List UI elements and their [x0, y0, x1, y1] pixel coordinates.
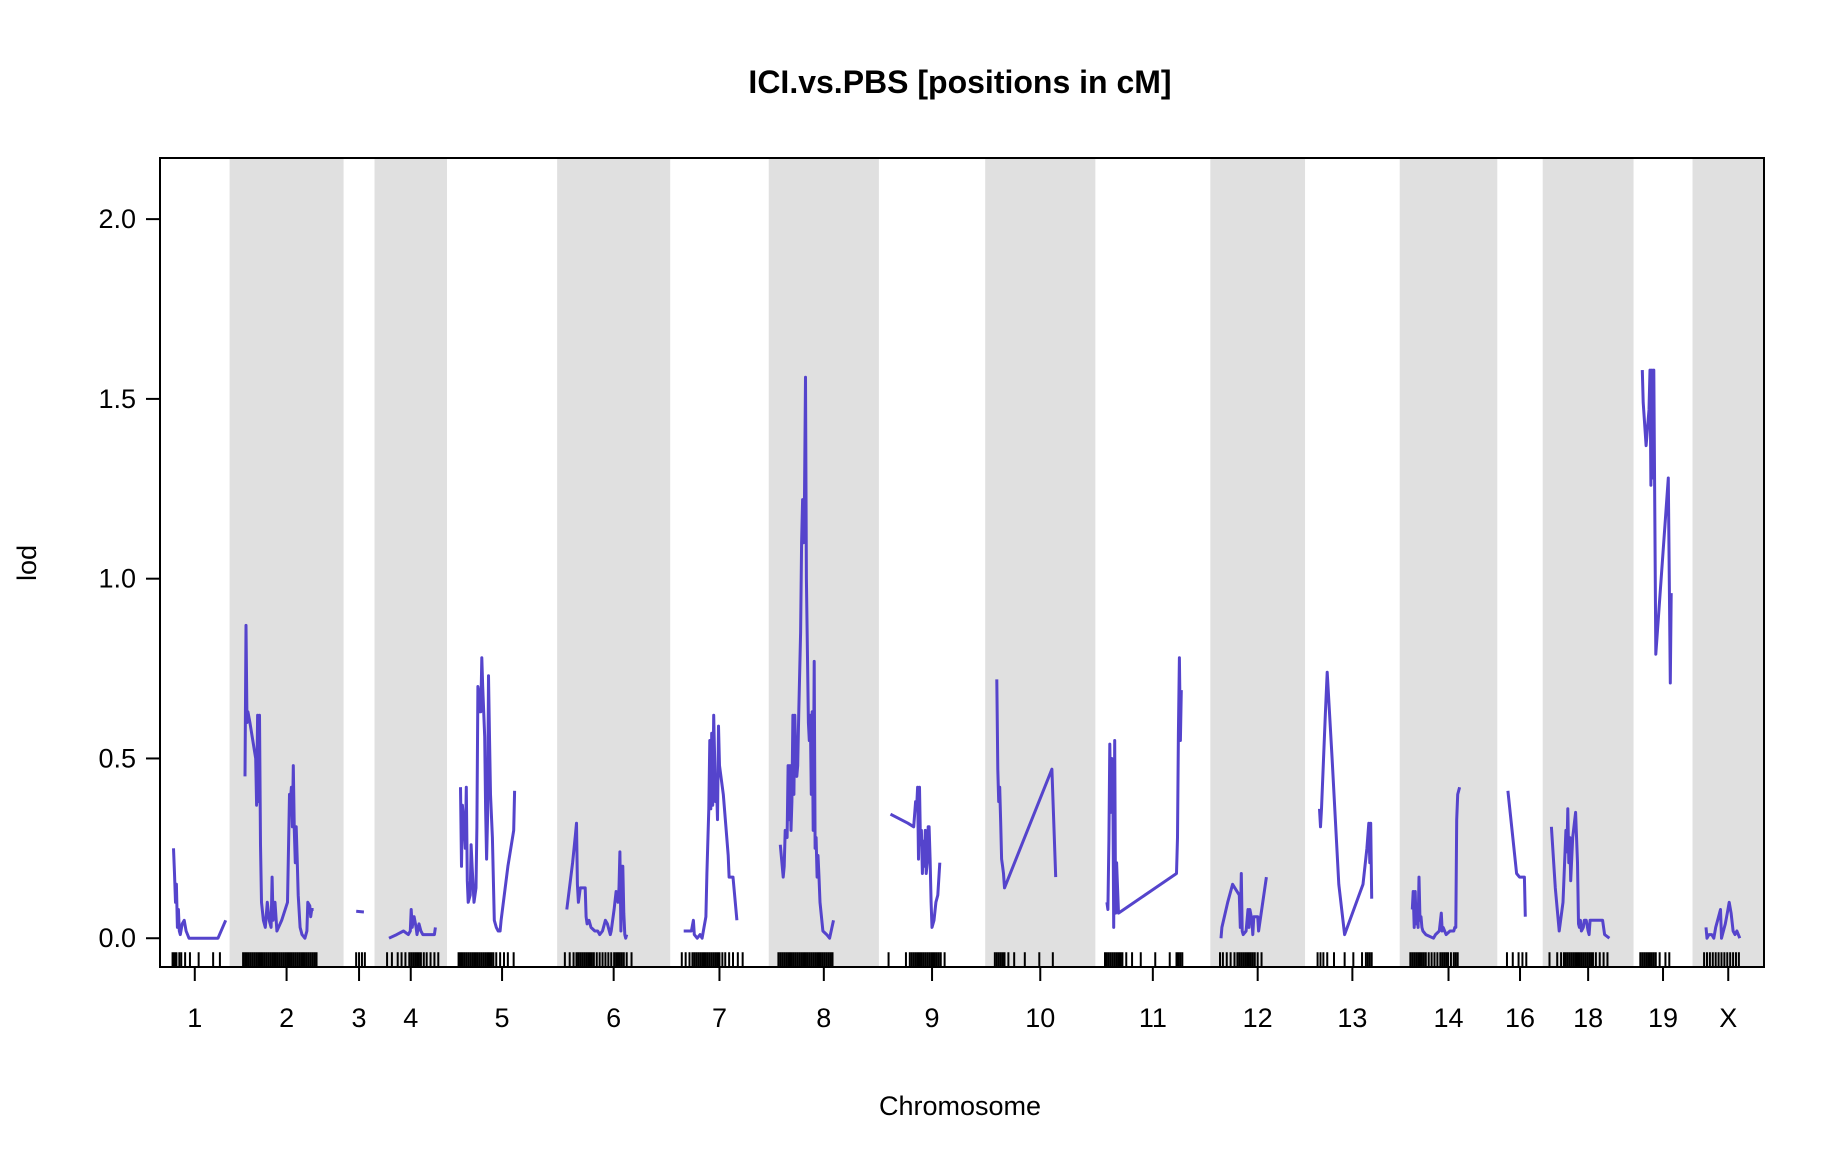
- lod-line-chr-7: [683, 713, 739, 940]
- lod-line-chr-8: [778, 375, 835, 940]
- band-chr-12: [1210, 158, 1306, 967]
- x-axis: 1 2 3 4 5 6 7 8 9 10 11 12 13 14 16 18 19 X: [187, 967, 1737, 1033]
- band-chr-4: [374, 158, 447, 967]
- band-chr-18: [1542, 158, 1634, 967]
- lod-line-chr-4: [388, 908, 437, 940]
- lod-line-chr-9: [889, 785, 942, 929]
- x-tick-label-chr-1: 1: [187, 1003, 202, 1033]
- y-axis-label: lod: [12, 545, 42, 581]
- x-tick-label-chr-2: 2: [279, 1003, 294, 1033]
- y-tick-label: 1.0: [98, 564, 136, 594]
- chart-title: ICI.vs.PBS [positions in cM]: [748, 64, 1171, 100]
- x-tick-label-chr-6: 6: [606, 1003, 621, 1033]
- lod-line-chr-3: [356, 909, 365, 914]
- chromosome-bands: [229, 158, 1764, 967]
- x-tick-label-chr-16: 16: [1505, 1003, 1535, 1033]
- lod-line-chr-X: [1704, 900, 1742, 940]
- x-tick-label-chr-10: 10: [1025, 1003, 1055, 1033]
- x-tick-label-chr-9: 9: [925, 1003, 940, 1033]
- lod-line-chr-19: [1640, 368, 1673, 685]
- y-axis: 0.0 0.5 1.0 1.5 2.0: [98, 204, 160, 953]
- y-tick-label: 0.0: [98, 923, 136, 953]
- lod-line-chr-13: [1318, 670, 1374, 937]
- marker-rug: [171, 952, 1740, 967]
- plot-frame: [159, 157, 1765, 968]
- x-tick-label-chr-8: 8: [816, 1003, 831, 1033]
- band-chr-2: [229, 158, 344, 967]
- lod-line-chr-10: [995, 679, 1058, 890]
- band-chr-X: [1692, 158, 1764, 967]
- band-chr-14: [1399, 158, 1498, 967]
- lod-line-chr-18: [1549, 807, 1611, 940]
- x-axis-label: Chromosome: [879, 1091, 1041, 1121]
- lod-line-chr-6: [565, 821, 629, 940]
- x-tick-label-chr-19: 19: [1648, 1003, 1678, 1033]
- lod-line-chr-11: [1105, 656, 1183, 929]
- x-tick-label-chr-11: 11: [1139, 1003, 1167, 1033]
- y-tick-label: 1.5: [98, 384, 136, 414]
- band-chr-10: [985, 158, 1096, 967]
- lod-line-chr-12: [1219, 872, 1268, 939]
- y-tick-label: 2.0: [98, 204, 136, 234]
- y-tick-label: 0.5: [98, 743, 136, 773]
- lod-line-chr-5: [459, 656, 517, 933]
- lod-series: [172, 368, 1742, 940]
- lod-line-chr-1: [172, 848, 228, 940]
- x-tick-label-chr-12: 12: [1243, 1003, 1273, 1033]
- lod-line-chr-14: [1410, 786, 1462, 940]
- x-tick-label-chr-13: 13: [1337, 1003, 1367, 1033]
- x-tick-label-chr-5: 5: [495, 1003, 510, 1033]
- x-tick-label-chr-18: 18: [1573, 1003, 1603, 1033]
- x-tick-label-chr-7: 7: [712, 1003, 727, 1033]
- x-tick-label-chr-14: 14: [1433, 1003, 1463, 1033]
- x-tick-label-chr-X: X: [1719, 1003, 1737, 1033]
- lod-line-chr-16: [1506, 790, 1527, 917]
- lod-line-chr-2: [243, 623, 314, 940]
- x-tick-label-chr-4: 4: [403, 1003, 418, 1033]
- x-tick-label-chr-3: 3: [352, 1003, 367, 1033]
